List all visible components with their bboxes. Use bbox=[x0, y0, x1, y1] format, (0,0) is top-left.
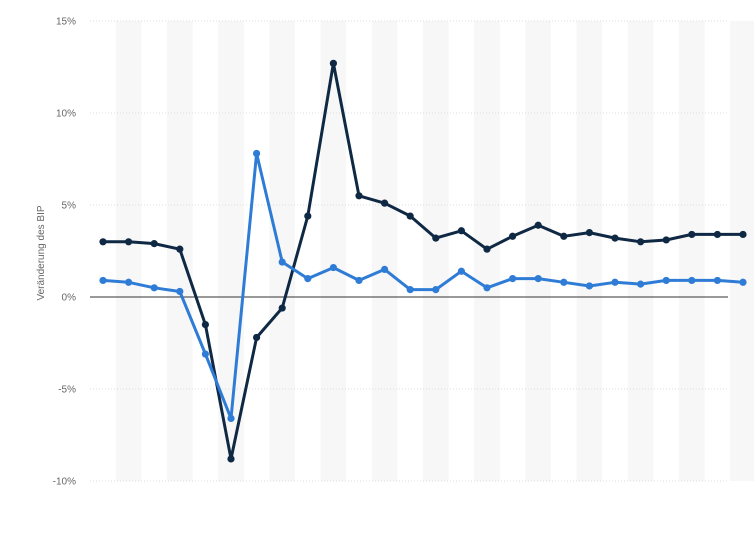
data-point[interactable] bbox=[406, 212, 414, 220]
data-point[interactable] bbox=[534, 275, 542, 283]
data-point[interactable] bbox=[483, 284, 491, 292]
data-point[interactable] bbox=[739, 230, 747, 239]
data-point[interactable] bbox=[432, 234, 440, 242]
data-point[interactable] bbox=[304, 275, 312, 283]
data-point[interactable] bbox=[560, 232, 568, 240]
data-point[interactable] bbox=[201, 350, 209, 358]
y-tick-label: -5% bbox=[58, 385, 76, 396]
data-point[interactable] bbox=[560, 278, 568, 286]
data-point[interactable] bbox=[662, 236, 670, 244]
data-point[interactable] bbox=[201, 321, 209, 329]
background-band bbox=[679, 21, 705, 481]
data-point[interactable] bbox=[585, 229, 594, 237]
data-point[interactable] bbox=[253, 333, 261, 342]
data-point[interactable] bbox=[381, 265, 389, 273]
data-point[interactable] bbox=[304, 212, 312, 220]
background-band bbox=[115, 21, 142, 481]
data-point[interactable] bbox=[611, 278, 619, 286]
data-point[interactable] bbox=[739, 278, 747, 286]
data-point[interactable] bbox=[355, 276, 363, 285]
data-point[interactable] bbox=[253, 149, 261, 158]
data-point[interactable] bbox=[508, 275, 517, 283]
data-point[interactable] bbox=[457, 267, 465, 275]
y-tick-label: -10% bbox=[53, 477, 76, 488]
data-point[interactable] bbox=[585, 282, 594, 290]
data-point[interactable] bbox=[227, 414, 235, 423]
data-point[interactable] bbox=[508, 232, 517, 240]
background-band bbox=[730, 21, 754, 481]
data-point[interactable] bbox=[125, 238, 133, 246]
data-point[interactable] bbox=[99, 238, 107, 246]
data-point[interactable] bbox=[150, 284, 158, 292]
data-point[interactable] bbox=[227, 455, 235, 463]
background-band bbox=[627, 21, 654, 481]
data-point[interactable] bbox=[176, 245, 184, 253]
background-band bbox=[320, 21, 347, 481]
data-point[interactable] bbox=[713, 276, 722, 285]
series-line-2 bbox=[102, 152, 744, 420]
background-band bbox=[371, 21, 398, 481]
background-band bbox=[576, 21, 603, 481]
data-point[interactable] bbox=[329, 263, 337, 272]
data-point[interactable] bbox=[534, 221, 542, 229]
data-point[interactable] bbox=[688, 230, 696, 239]
background-bands bbox=[115, 21, 754, 481]
data-point[interactable] bbox=[637, 280, 645, 288]
data-point[interactable] bbox=[713, 230, 722, 239]
background-band bbox=[269, 21, 295, 481]
series-lines bbox=[102, 61, 744, 461]
data-point[interactable] bbox=[432, 286, 440, 294]
y-tick-label: 15% bbox=[56, 17, 76, 28]
y-axis-label: Veränderung des BIP bbox=[36, 205, 47, 300]
data-point[interactable] bbox=[611, 234, 619, 242]
data-point[interactable] bbox=[483, 245, 491, 253]
y-tick-label: 5% bbox=[62, 201, 77, 212]
data-point[interactable] bbox=[125, 278, 133, 286]
data-point[interactable] bbox=[278, 258, 286, 266]
data-point[interactable] bbox=[662, 276, 670, 285]
data-point[interactable] bbox=[278, 304, 286, 312]
data-point[interactable] bbox=[329, 59, 337, 67]
background-band bbox=[423, 21, 449, 481]
series-points bbox=[99, 59, 747, 463]
data-point[interactable] bbox=[406, 286, 414, 294]
data-point[interactable] bbox=[99, 276, 107, 285]
background-band bbox=[525, 21, 551, 481]
data-point[interactable] bbox=[457, 227, 465, 235]
y-tick-label: 0% bbox=[62, 293, 77, 304]
data-point[interactable] bbox=[381, 199, 389, 207]
y-tick-label: 10% bbox=[56, 109, 76, 120]
data-point[interactable] bbox=[355, 192, 363, 200]
data-point[interactable] bbox=[688, 276, 696, 285]
data-point[interactable] bbox=[176, 287, 184, 296]
series-line-1 bbox=[103, 61, 743, 461]
data-point[interactable] bbox=[150, 240, 158, 248]
data-point[interactable] bbox=[637, 238, 645, 246]
y-axis-ticks: 15% 10% 5% 0% -5% -10% bbox=[53, 17, 76, 488]
